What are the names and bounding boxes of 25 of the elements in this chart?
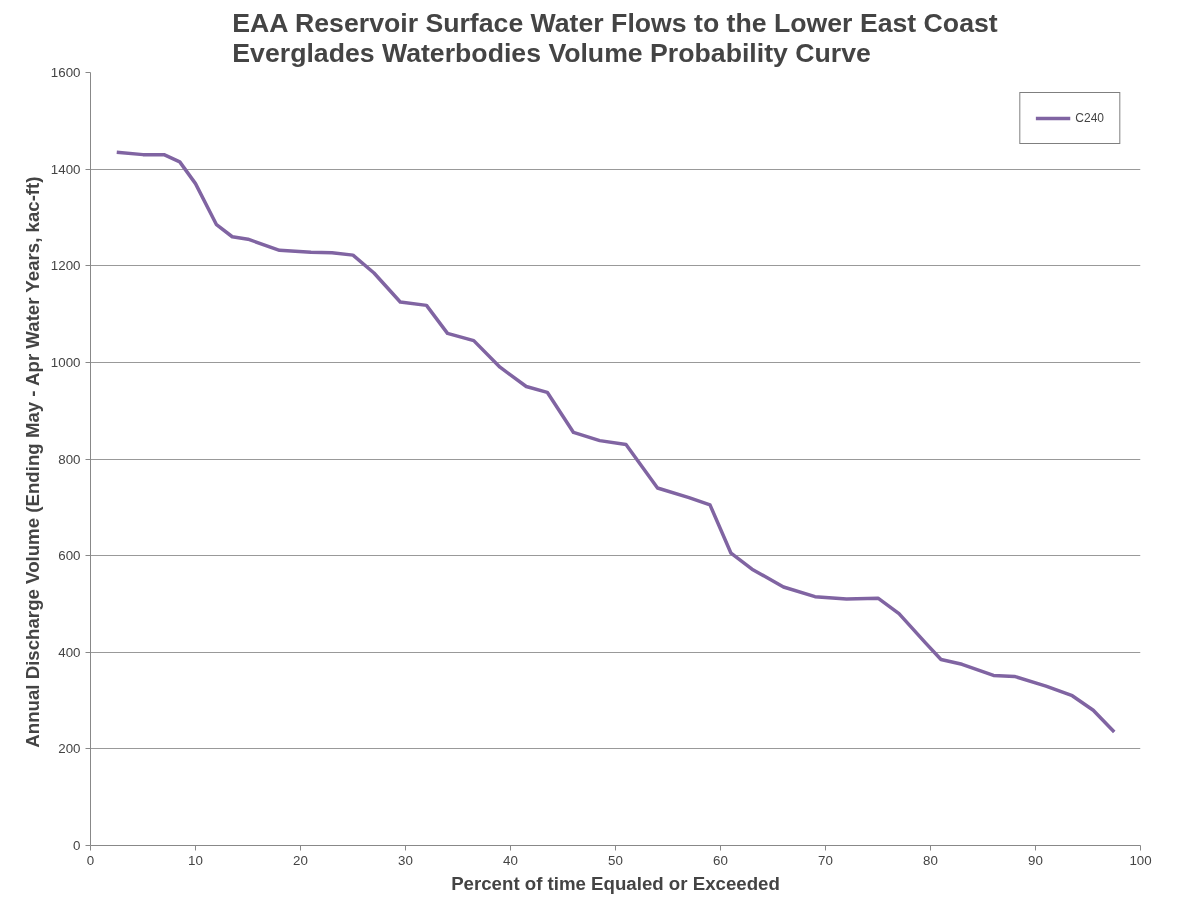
y-tick-label: 200	[58, 741, 81, 757]
x-tick-label: 70	[818, 852, 833, 868]
y-tick-label: 1600	[50, 65, 81, 80]
line-series	[115, 150, 1116, 734]
legend-label: C240	[1075, 111, 1104, 125]
y-tick-label: 0	[73, 838, 81, 853]
y-tick-label: 600	[58, 548, 81, 564]
x-tick-label: 50	[608, 852, 623, 868]
y-tick-label: 400	[58, 644, 81, 660]
y-tick-label: 1200	[50, 258, 81, 274]
x-tick-label: 10	[188, 852, 203, 868]
x-tick-label: 60	[713, 852, 728, 868]
x-tick-label: 30	[398, 852, 413, 868]
y-tick-label: 1000	[50, 354, 81, 370]
x-tick-label: 80	[923, 852, 938, 868]
y-tick-label: 1400	[50, 161, 81, 177]
y-axis-title: Annual Discharge Volume (Ending May - Apr Water Years, kac-ft)	[21, 176, 43, 748]
x-tick-label: 20	[293, 852, 308, 868]
x-axis-title: Percent of time Equaled or Exceeded	[451, 872, 780, 894]
x-tick-label: 40	[503, 852, 518, 868]
y-tick-label: 800	[58, 451, 81, 467]
x-tick-label: 90	[1028, 852, 1043, 868]
chart-title: EAA Reservoir Surface Water Flows to the Lower East Coast Everglades Waterbodies Volume Probability Curve	[232, 7, 998, 68]
x-tick-label: 0	[86, 852, 95, 868]
x-tick-label: 100	[1129, 852, 1152, 868]
